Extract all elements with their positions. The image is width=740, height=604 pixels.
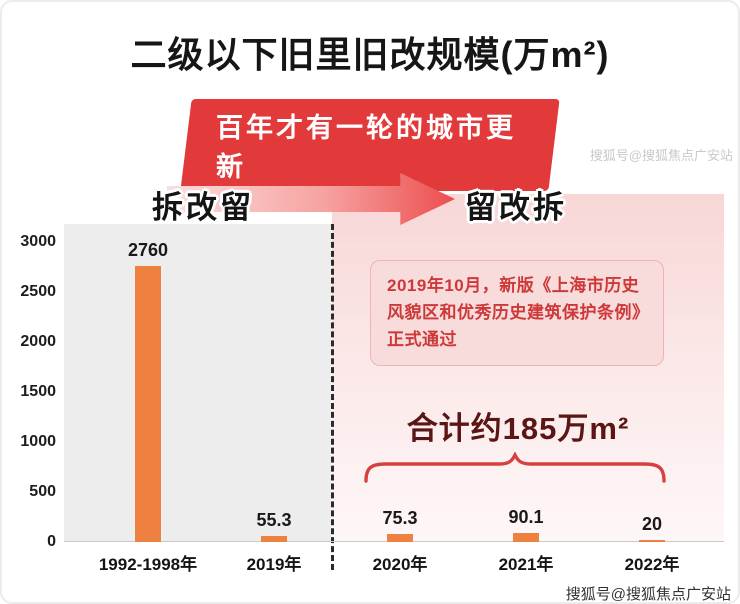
bar-value-label: 75.3: [382, 508, 418, 529]
y-axis-tick: 1500: [20, 383, 56, 400]
watermark-top: 搜狐号@搜狐焦点广安站: [589, 148, 733, 163]
bar-value-label: 55.3: [256, 510, 292, 531]
y-axis-tick: 2500: [20, 283, 56, 300]
x-axis-label: 2022年: [624, 555, 680, 574]
bar-value-label: 20: [641, 514, 663, 534]
left-era-panel: [64, 224, 331, 542]
y-axis-tick: 0: [47, 533, 56, 550]
brace-icon: [364, 452, 666, 483]
y-axis-tick: 1000: [20, 433, 56, 450]
y-axis-tick: 2000: [20, 333, 56, 350]
phase-label-right: 留改拆: [465, 190, 567, 225]
policy-annotation: 2019年10月，新版《上海市历史风貌区和优秀历史建筑保护条例》正式通过: [370, 260, 664, 366]
bar-1992-1998年: [135, 266, 161, 542]
y-axis-tick: 3000: [20, 233, 56, 250]
era-divider-dashed-line: [331, 224, 334, 570]
bar-2019年: [261, 536, 287, 542]
x-axis-label: 2021年: [498, 555, 554, 574]
right-era-panel: [332, 194, 724, 542]
x-axis-label: 2019年: [246, 555, 302, 574]
phase-label-left: 拆改留: [152, 190, 254, 225]
bar-value-label: 2760: [127, 240, 169, 260]
bar-value-label: 90.1: [508, 506, 544, 527]
bar-2020年: [387, 534, 413, 542]
total-label: 合计约185万m²: [406, 411, 630, 446]
page-title: 二级以下旧里旧改规模(万m²): [130, 34, 610, 75]
watermark-bottom: 搜狐号@搜狐焦点广安站: [565, 586, 731, 603]
y-axis-tick: 500: [29, 483, 56, 500]
bar-2022年: [639, 540, 665, 542]
x-axis-label: 1992-1998年: [98, 555, 198, 574]
subtitle-banner-text: 百年才有一轮的城市更新: [216, 113, 516, 182]
bar-2021年: [513, 532, 539, 542]
x-axis-label: 2020年: [372, 555, 428, 574]
subtitle-banner: 百年才有一轮的城市更新: [180, 99, 560, 191]
